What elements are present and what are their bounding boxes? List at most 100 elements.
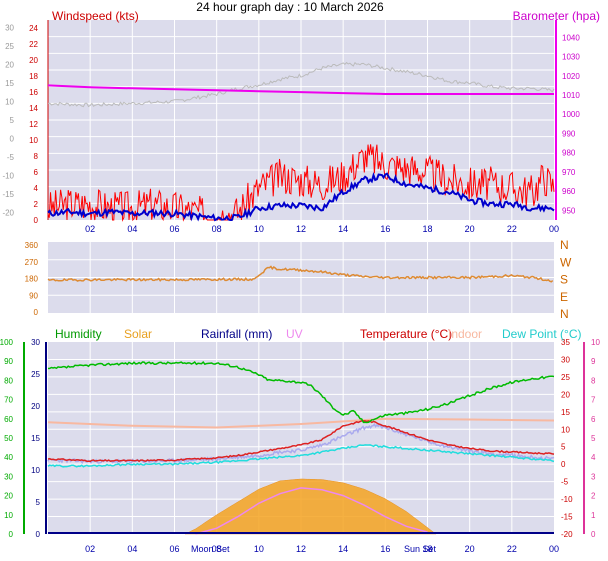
windspeed-tick-label: 24 [29,24,38,33]
sun-set-label: Sun Set [404,544,437,554]
temperature-ghost-tick-label: 15 [5,79,14,88]
rainfall-axis-tick-label: 30 [31,338,40,347]
windspeed-label: Windspeed (kts) [52,9,139,23]
rainfall-axis-tick-label: 20 [31,402,40,411]
compass-tick-label: N [560,238,569,252]
direction-tick-label: 90 [29,291,38,300]
temperature-axis-tick-label: 0 [561,460,566,469]
temperature-ghost-tick-label: 25 [5,42,14,51]
barometer-tick-label: 1000 [562,110,580,119]
temperature-ghost-tick-label: 30 [5,23,14,32]
barometer-tick-label: 980 [562,149,576,158]
windspeed-tick-label: 0 [34,216,39,225]
temperature-axis-tick-label: 30 [561,355,570,364]
temperature-ghost-tick-label: 10 [5,97,14,106]
compass-tick-label: W [560,255,572,269]
barometer-axis: 1040 1030 1020 1010 1000 990 980 970 960 950 [555,20,580,220]
windspeed-tick-label: 18 [29,72,38,81]
wind-series [47,61,555,222]
legend-rainfall: Rainfall (mm) [201,327,272,341]
legend-uv: UV [286,327,303,341]
windspeed-tick-label: 8 [34,152,39,161]
x-tick-label: 02 [85,544,95,554]
x-tick-label: 22 [507,224,517,234]
direction-tick-label: 270 [25,258,39,267]
legend-solar: Solar [124,327,152,341]
direction-tick-label: 360 [25,241,39,250]
x-tick-label: 14 [338,224,348,234]
x-tick-label: 18 [422,224,432,234]
humidity-axis-tick-label: 100 [0,338,14,347]
temperature-ghost-tick-label: 20 [5,60,14,69]
temperature-ghost-tick-label: 5 [10,116,15,125]
multi-legend: Humidity Solar Rainfall (mm) UV Temperat… [55,327,581,341]
humidity-axis-tick-label: 40 [4,453,13,462]
barometer-tick-label: 990 [562,129,576,138]
temperature-axis-tick-label: 35 [561,338,570,347]
multi-x-axis: 02 04 06 08 10 12 14 16 18 20 22 00 [85,544,559,554]
direction-series [47,265,554,283]
barometer-line [47,84,554,95]
windspeed-tick-label: 12 [29,120,38,129]
multi-series [47,360,555,535]
uv-axis-tick-label: 9 [591,357,596,366]
compass-tick-label: N [560,307,569,321]
x-tick-label: 14 [338,544,348,554]
humidity-axis-tick-label: 10 [4,511,13,520]
x-tick-label: 12 [296,224,306,234]
windspeed-tick-label: 16 [29,88,38,97]
legend-temperature: Temperature (°C) [360,327,452,341]
temperature-ghost-tick-label: -5 [7,153,15,162]
uv-line [195,487,428,535]
temperature-axis-tick-label: -10 [561,495,573,504]
x-tick-label: 20 [465,544,475,554]
dewpoint-line [47,444,555,468]
indoor-line [47,417,555,429]
barometer-tick-label: 960 [562,187,576,196]
compass-tick-label: E [560,290,568,304]
windspeed-tick-label: 20 [29,56,38,65]
x-tick-label: 22 [507,544,517,554]
barometer-label: Barometer (hpa) [513,9,600,23]
windspeed-tick-label: 22 [29,40,38,49]
multi-chart: 1009080706050403020100302520151050353025… [0,327,600,554]
x-tick-label: 08 [212,224,222,234]
humidity-axis-tick-label: 50 [4,434,13,443]
temperature-axis-tick-label: 15 [561,408,570,417]
x-tick-label: 10 [254,224,264,234]
x-tick-label: 00 [549,224,559,234]
x-tick-label: 18 [422,544,432,554]
temperature-axis-tick-label: 20 [561,390,570,399]
uv-axis-tick-label: 7 [591,396,596,405]
barometer-tick-label: 970 [562,168,576,177]
windspeed-tick-label: 6 [34,168,39,177]
legend-dewpoint: Dew Point (°C) [502,327,581,341]
humidity-axis-tick-label: 70 [4,396,13,405]
legend-humidity: Humidity [55,327,102,341]
barometer-tick-label: 1010 [562,91,580,100]
direction-tick-label: 180 [25,275,39,284]
multi-axes: 1009080706050403020100302520151050353025… [0,338,600,539]
legend-indoor: Indoor [448,327,482,341]
uv-axis-tick-label: 6 [591,415,596,424]
temperature-axis-tick-label: -20 [561,530,573,539]
rainfall-axis-tick-label: 0 [36,530,41,539]
barometer-tick-label: 1020 [562,72,580,81]
average-windspeed-line [47,172,555,222]
temperature-ghost-tick-label: 0 [10,135,15,144]
humidity-axis-tick-label: 20 [4,492,13,501]
temperature-line [47,420,555,463]
barometer-tick-label: 1040 [562,33,580,42]
direction-tick-label: 0 [34,308,39,317]
windspeed-tick-label: 4 [34,184,39,193]
temperature-ghost-tick-label: -15 [2,190,14,199]
windspeed-line [47,144,555,222]
barometer-tick-label: 950 [562,206,576,215]
uv-axis-tick-label: 1 [591,511,596,520]
barometer-tick-label: 1030 [562,53,580,62]
direction-degree-axis: 360 270 180 90 0 [25,241,39,317]
